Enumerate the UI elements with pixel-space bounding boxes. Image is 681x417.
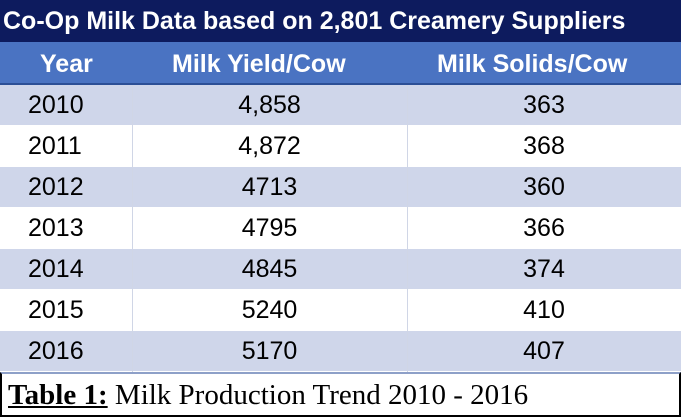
table-header-row: Year Milk Yield/Cow Milk Solids/Cow <box>0 42 681 85</box>
column-divider <box>407 331 408 372</box>
header-year: Year <box>40 50 93 78</box>
column-divider <box>407 290 408 331</box>
table-row: 2012 4713 360 <box>0 167 681 208</box>
cell-milk-solids: 374 <box>523 255 565 283</box>
column-divider <box>132 85 133 126</box>
cell-year: 2011 <box>28 132 82 160</box>
caption-text: Milk Production Trend 2010 - 2016 <box>107 379 529 411</box>
cell-year: 2013 <box>28 214 84 242</box>
column-divider <box>132 331 133 372</box>
cell-milk-yield: 4,858 <box>238 91 301 119</box>
cell-milk-yield: 4795 <box>241 214 298 242</box>
cell-milk-yield: 5170 <box>241 337 298 365</box>
column-divider <box>132 208 133 249</box>
table-row: 2010 4,858 363 <box>0 85 681 126</box>
cell-year: 2010 <box>28 91 84 119</box>
cell-year: 2012 <box>28 173 84 201</box>
cell-milk-yield: 5240 <box>241 296 298 324</box>
table-row: 2015 5240 410 <box>0 290 681 331</box>
cell-milk-solids: 366 <box>523 214 565 242</box>
column-divider <box>407 249 408 290</box>
table-row: 2016 5170 407 <box>0 331 681 372</box>
cell-milk-yield: 4,872 <box>238 132 301 160</box>
cell-year: 2014 <box>28 255 84 283</box>
cell-milk-yield: 4713 <box>241 173 298 201</box>
column-divider <box>132 167 133 208</box>
cell-milk-solids: 360 <box>523 173 565 201</box>
column-divider <box>407 167 408 208</box>
header-milk-solids: Milk Solids/Cow <box>437 50 628 78</box>
table-title: Co-Op Milk Data based on 2,801 Creamery … <box>0 0 681 42</box>
header-milk-yield: Milk Yield/Cow <box>172 50 346 78</box>
table-row: 2011 4,872 368 <box>0 126 681 167</box>
column-divider <box>407 208 408 249</box>
table-row: 2014 4845 374 <box>0 249 681 290</box>
table-row: 2013 4795 366 <box>0 208 681 249</box>
cell-year: 2015 <box>28 296 84 324</box>
table-caption: Table 1: Milk Production Trend 2010 - 20… <box>8 376 528 414</box>
column-divider <box>407 126 408 167</box>
table-caption-box: Table 1: Milk Production Trend 2010 - 20… <box>0 372 681 417</box>
cell-milk-solids: 407 <box>523 337 565 365</box>
cell-milk-yield: 4845 <box>241 255 298 283</box>
column-divider <box>132 290 133 331</box>
column-divider <box>407 85 408 126</box>
column-divider <box>132 249 133 290</box>
caption-label: Table 1: <box>8 379 108 411</box>
cell-milk-solids: 410 <box>523 296 565 324</box>
cell-milk-solids: 363 <box>523 91 565 119</box>
cell-milk-solids: 368 <box>523 132 565 160</box>
column-divider <box>132 126 133 167</box>
cell-year: 2016 <box>28 337 84 365</box>
